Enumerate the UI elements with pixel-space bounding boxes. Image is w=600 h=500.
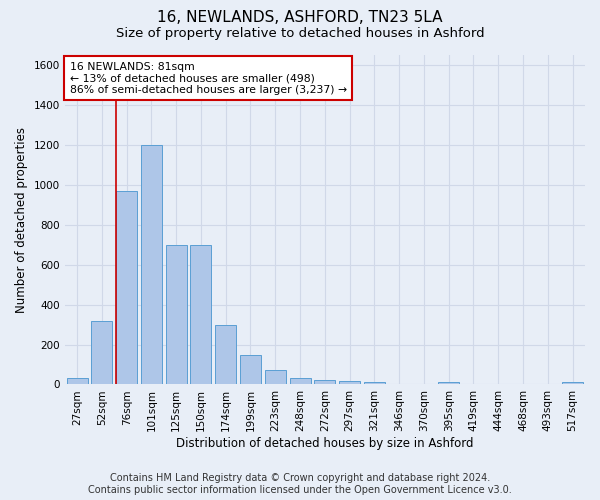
Bar xyxy=(116,191,137,384)
Y-axis label: Number of detached properties: Number of detached properties xyxy=(15,126,28,312)
Bar xyxy=(91,320,112,384)
Bar xyxy=(190,244,211,384)
Text: 16, NEWLANDS, ASHFORD, TN23 5LA: 16, NEWLANDS, ASHFORD, TN23 5LA xyxy=(157,10,443,25)
Bar xyxy=(339,382,360,384)
Bar xyxy=(141,145,162,384)
Text: Size of property relative to detached houses in Ashford: Size of property relative to detached ho… xyxy=(116,28,484,40)
Bar xyxy=(314,380,335,384)
Bar xyxy=(215,324,236,384)
Bar xyxy=(562,382,583,384)
Bar xyxy=(240,354,261,384)
Text: Contains HM Land Registry data © Crown copyright and database right 2024.
Contai: Contains HM Land Registry data © Crown c… xyxy=(88,474,512,495)
Bar xyxy=(265,370,286,384)
Bar xyxy=(290,378,311,384)
X-axis label: Distribution of detached houses by size in Ashford: Distribution of detached houses by size … xyxy=(176,437,473,450)
Text: 16 NEWLANDS: 81sqm
← 13% of detached houses are smaller (498)
86% of semi-detach: 16 NEWLANDS: 81sqm ← 13% of detached hou… xyxy=(70,62,347,95)
Bar xyxy=(166,244,187,384)
Bar xyxy=(438,382,459,384)
Bar xyxy=(364,382,385,384)
Bar xyxy=(67,378,88,384)
